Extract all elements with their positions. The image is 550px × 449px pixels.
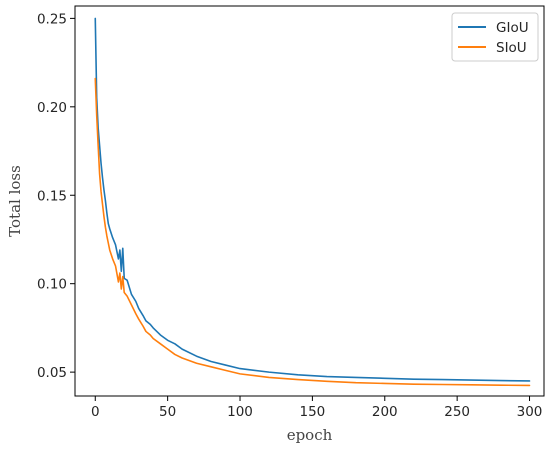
y-tick-label: 0.15 bbox=[37, 188, 67, 204]
x-tick-label: 150 bbox=[300, 404, 326, 420]
x-tick-label: 200 bbox=[372, 404, 398, 420]
x-tick-label: 300 bbox=[517, 404, 543, 420]
y-tick-label: 0.10 bbox=[37, 277, 67, 293]
plot-area bbox=[75, 6, 544, 396]
x-axis-ticks: 0 50 100 150 200 250 300 bbox=[91, 396, 542, 420]
y-axis-label: Total loss bbox=[6, 165, 24, 237]
x-tick-label: 0 bbox=[91, 404, 100, 420]
x-tick-label: 250 bbox=[444, 404, 470, 420]
legend-box bbox=[451, 12, 539, 62]
series-layer bbox=[94, 17, 531, 387]
series-line-siou bbox=[94, 77, 531, 387]
y-tick-label: 0.25 bbox=[37, 11, 67, 27]
y-tick-label: 0.20 bbox=[37, 100, 67, 116]
y-axis-ticks: 0.05 0.10 0.15 0.20 0.25 bbox=[37, 11, 75, 381]
legend-label-siou: SIoU bbox=[496, 40, 527, 56]
x-tick-label: 50 bbox=[159, 404, 176, 420]
plot-frame bbox=[74, 5, 545, 397]
x-axis-label: epoch bbox=[287, 426, 333, 444]
y-tick-label: 0.05 bbox=[37, 365, 67, 381]
legend-label-giou: GIoU bbox=[496, 20, 529, 36]
series-line-giou bbox=[94, 17, 531, 382]
legend: GIoU SIoU bbox=[451, 12, 539, 62]
x-tick-label: 100 bbox=[227, 404, 253, 420]
